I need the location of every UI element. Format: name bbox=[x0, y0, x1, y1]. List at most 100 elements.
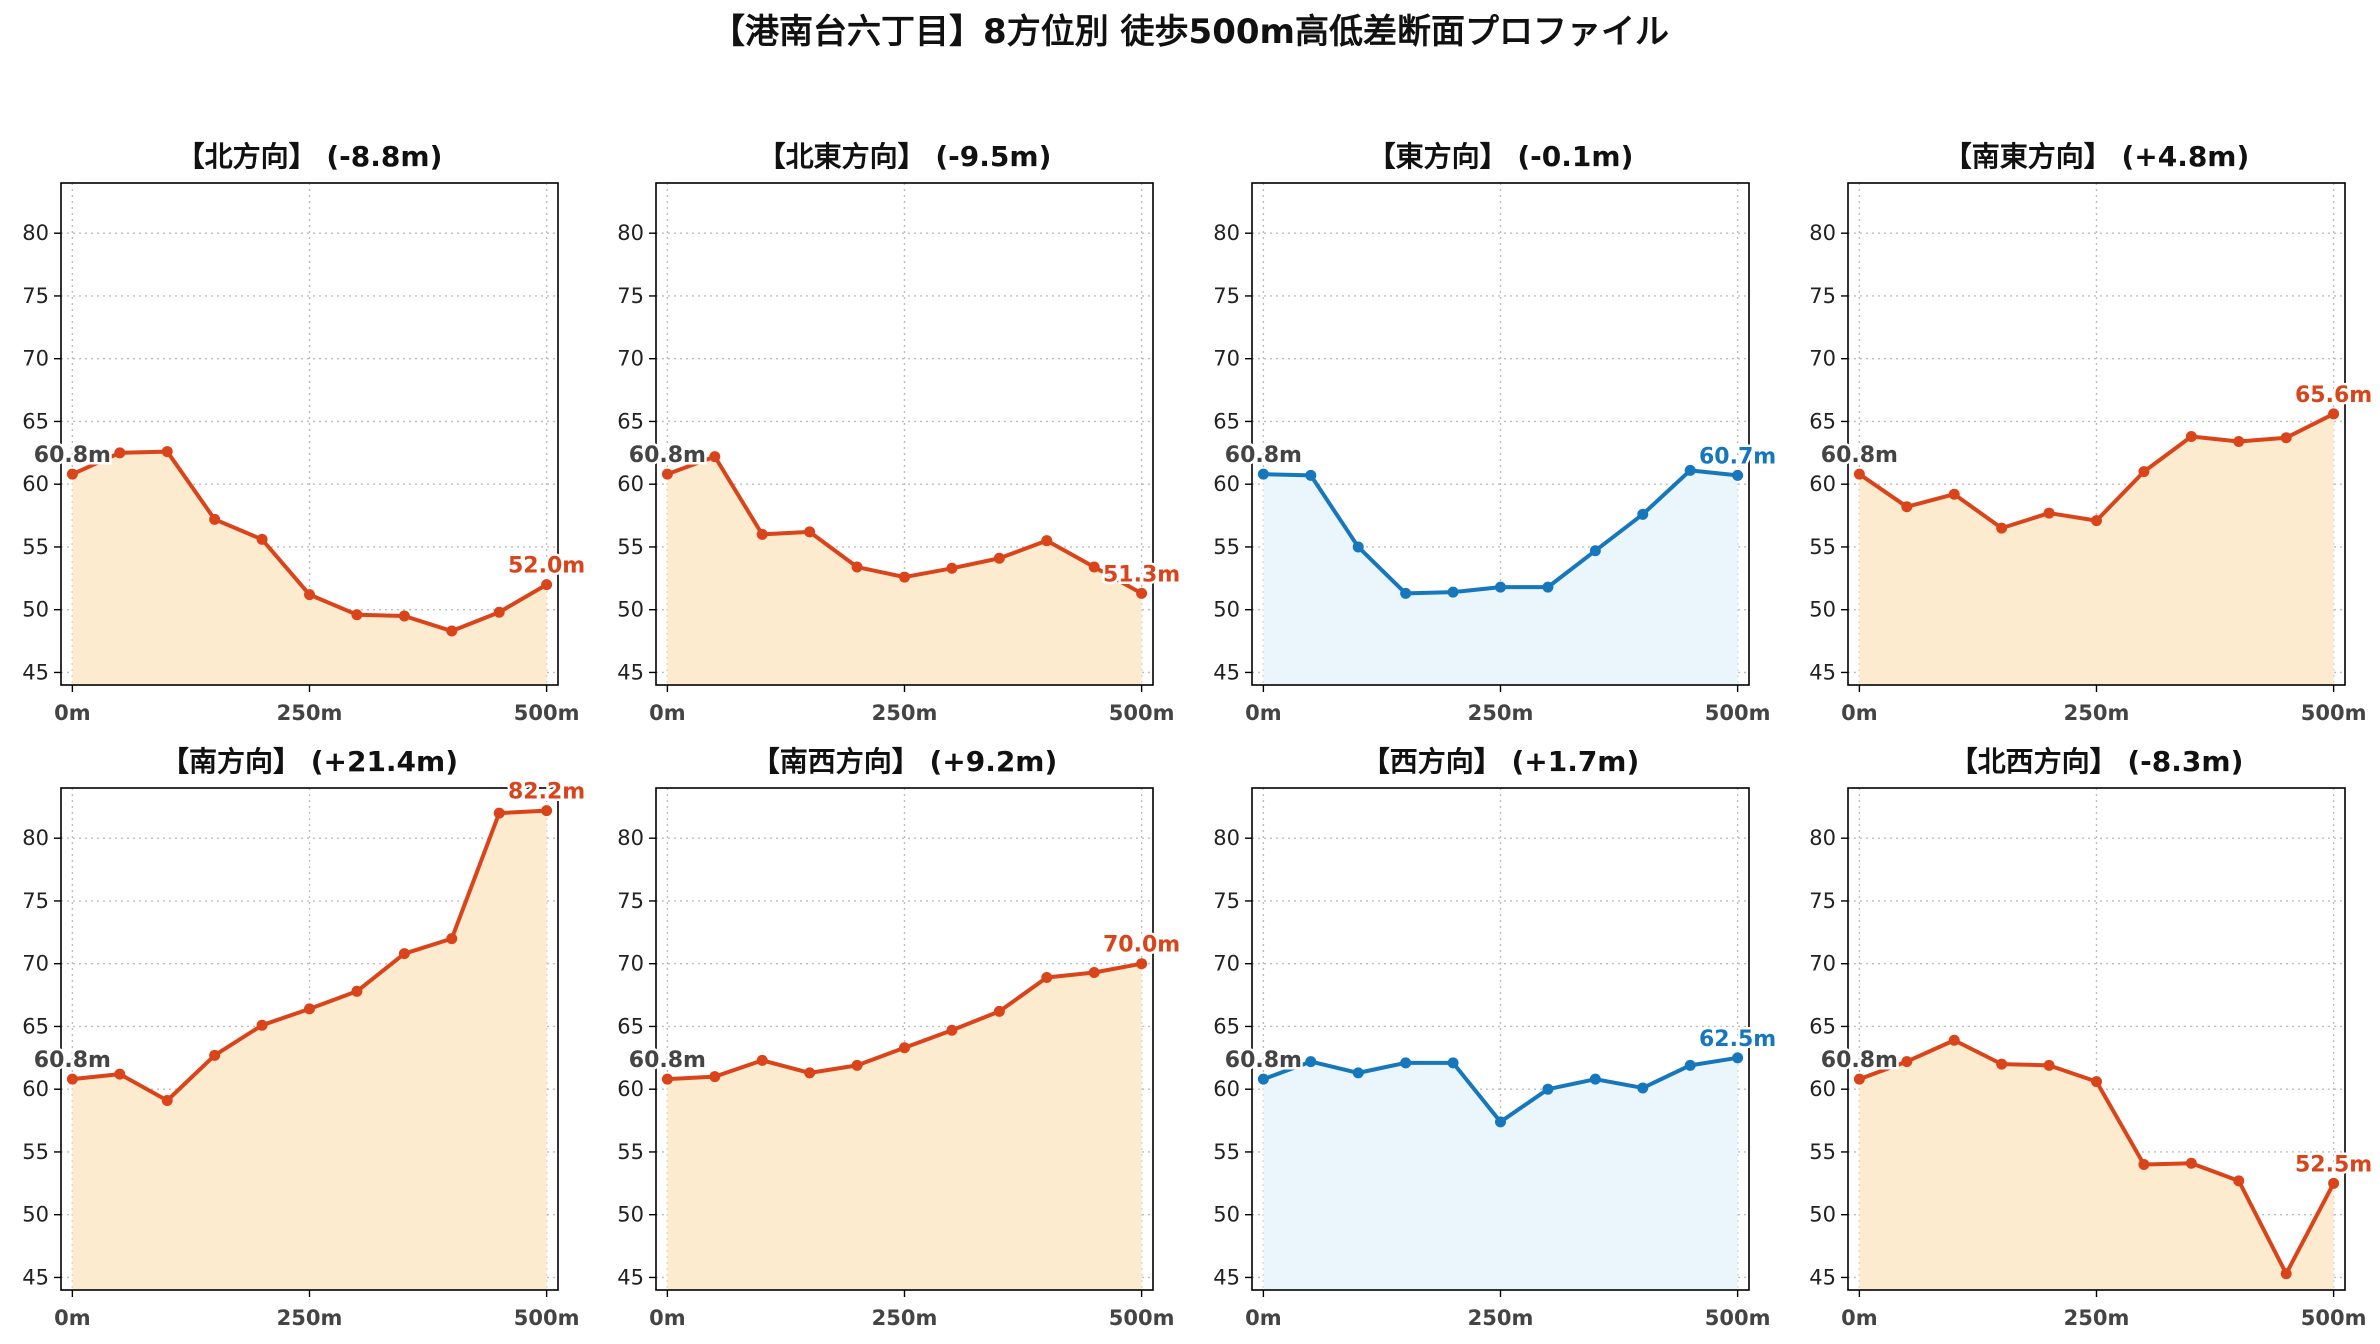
elevation-point bbox=[66, 468, 78, 480]
elevation-area bbox=[1859, 413, 2334, 685]
axes-frame bbox=[1847, 182, 2346, 686]
x-tick-label: 0m bbox=[649, 701, 686, 725]
y-tick-label: 65 bbox=[1809, 1014, 1836, 1038]
elevation-point bbox=[161, 1094, 173, 1106]
y-tick-label: 45 bbox=[22, 660, 49, 684]
x-tick-label: 500m bbox=[2301, 1306, 2367, 1330]
axes-frame bbox=[1847, 787, 2346, 1291]
end-elevation-label: 70.0m bbox=[1103, 933, 1180, 958]
y-tick-label: 65 bbox=[22, 1014, 49, 1038]
y-tick-label: 70 bbox=[1213, 347, 1240, 371]
figure-title: 【港南台六丁目】8方位別 徒歩500m高低差断面プロファイル bbox=[711, 12, 1669, 52]
elevation-point bbox=[1136, 958, 1148, 970]
elevation-point bbox=[804, 1067, 816, 1079]
elevation-point bbox=[756, 1054, 768, 1066]
elevation-point bbox=[351, 985, 363, 997]
chart-title: 【南方向】 (+21.4m) bbox=[161, 745, 458, 778]
y-tick-label: 70 bbox=[22, 952, 49, 976]
y-tick-label: 50 bbox=[22, 1203, 49, 1227]
elevation-point bbox=[114, 447, 126, 459]
elevation-point bbox=[1495, 1116, 1506, 1128]
elevation-point bbox=[946, 1024, 958, 1036]
y-tick-label: 70 bbox=[1809, 952, 1836, 976]
elevation-point bbox=[1948, 488, 1960, 500]
y-tick-label: 75 bbox=[1213, 284, 1240, 308]
y-tick-label: 80 bbox=[22, 221, 49, 245]
x-tick-label: 250m bbox=[1468, 701, 1534, 725]
elevation-point bbox=[756, 528, 768, 540]
end-elevation-label: 52.0m bbox=[508, 554, 585, 579]
elevation-point bbox=[709, 1071, 721, 1083]
y-tick-label: 50 bbox=[1809, 598, 1836, 622]
y-tick-label: 75 bbox=[1213, 889, 1240, 913]
elevation-point bbox=[1684, 1059, 1696, 1071]
chart-title: 【南東方向】 (+4.8m) bbox=[1944, 140, 2250, 173]
elevation-point bbox=[1400, 1057, 1412, 1069]
y-tick-label: 60 bbox=[22, 472, 49, 496]
elevation-point bbox=[1542, 581, 1554, 593]
elevation-point bbox=[1352, 1067, 1364, 1079]
elevation-point bbox=[851, 561, 863, 573]
y-tick-label: 60 bbox=[1213, 1077, 1240, 1101]
x-tick-label: 0m bbox=[1841, 701, 1878, 725]
y-tick-label: 50 bbox=[617, 1203, 644, 1227]
elevation-point bbox=[2043, 1059, 2055, 1071]
y-tick-label: 80 bbox=[617, 221, 644, 245]
x-tick-label: 500m bbox=[514, 701, 580, 725]
elevation-point bbox=[1589, 1073, 1601, 1085]
elevation-point bbox=[661, 468, 673, 480]
y-tick-label: 55 bbox=[617, 1140, 644, 1164]
x-tick-label: 250m bbox=[277, 1306, 343, 1330]
x-tick-label: 0m bbox=[1245, 1306, 1282, 1330]
x-tick-label: 0m bbox=[1841, 1306, 1878, 1330]
y-tick-label: 50 bbox=[22, 598, 49, 622]
elevation-point bbox=[1305, 1056, 1317, 1068]
chart-title: 【北西方向】 (-8.3m) bbox=[1950, 745, 2244, 778]
elevation-point bbox=[66, 1073, 78, 1085]
end-elevation-label: 82.2m bbox=[508, 780, 585, 805]
elevation-point bbox=[1447, 1057, 1459, 1069]
y-tick-label: 45 bbox=[1809, 660, 1836, 684]
elevation-point bbox=[1901, 501, 1913, 513]
y-tick-label: 50 bbox=[1213, 1203, 1240, 1227]
y-tick-label: 50 bbox=[1213, 598, 1240, 622]
start-elevation-label: 60.8m bbox=[1821, 1048, 1898, 1073]
chart-panel-6: 【西方向】 (+1.7m) 45 50 55 60 65 70 75 80 0m 250m 500m 6… bbox=[1213, 745, 1778, 1330]
elevation-point bbox=[1948, 1034, 1960, 1046]
y-tick-label: 45 bbox=[22, 1265, 49, 1289]
elevation-point bbox=[446, 625, 458, 637]
y-tick-label: 80 bbox=[1213, 826, 1240, 850]
chart-title: 【東方向】 (-0.1m) bbox=[1368, 140, 1634, 173]
elevation-point bbox=[1088, 561, 1100, 573]
elevation-point bbox=[1996, 522, 2008, 534]
y-tick-label: 65 bbox=[617, 1014, 644, 1038]
x-tick-label: 250m bbox=[2064, 1306, 2130, 1330]
elevation-point bbox=[1732, 1052, 1744, 1064]
y-tick-label: 50 bbox=[617, 598, 644, 622]
elevation-point bbox=[2280, 432, 2292, 444]
start-elevation-label: 60.8m bbox=[1225, 443, 1302, 468]
y-tick-label: 45 bbox=[1809, 1265, 1836, 1289]
y-tick-label: 75 bbox=[617, 889, 644, 913]
chart-panel-2: 【東方向】 (-0.1m) 45 50 55 60 65 70 75 80 0m 250m 500m 6… bbox=[1213, 140, 1778, 725]
elevation-point bbox=[2328, 408, 2340, 420]
y-tick-label: 75 bbox=[1809, 889, 1836, 913]
chart-title: 【北東方向】 (-9.5m) bbox=[758, 140, 1052, 173]
elevation-point bbox=[2328, 1177, 2340, 1189]
axes-frame bbox=[655, 787, 1154, 1291]
elevation-point bbox=[661, 1073, 673, 1085]
end-elevation-label: 60.7m bbox=[1699, 444, 1776, 469]
y-tick-label: 55 bbox=[1809, 535, 1836, 559]
y-tick-label: 65 bbox=[1809, 409, 1836, 433]
x-tick-label: 250m bbox=[1468, 1306, 1534, 1330]
x-tick-label: 0m bbox=[649, 1306, 686, 1330]
x-tick-label: 500m bbox=[2301, 701, 2367, 725]
y-tick-label: 60 bbox=[1213, 472, 1240, 496]
x-tick-label: 250m bbox=[2064, 701, 2130, 725]
y-tick-label: 75 bbox=[22, 889, 49, 913]
y-tick-label: 45 bbox=[1213, 660, 1240, 684]
elevation-point bbox=[1352, 541, 1364, 553]
y-tick-label: 55 bbox=[617, 535, 644, 559]
